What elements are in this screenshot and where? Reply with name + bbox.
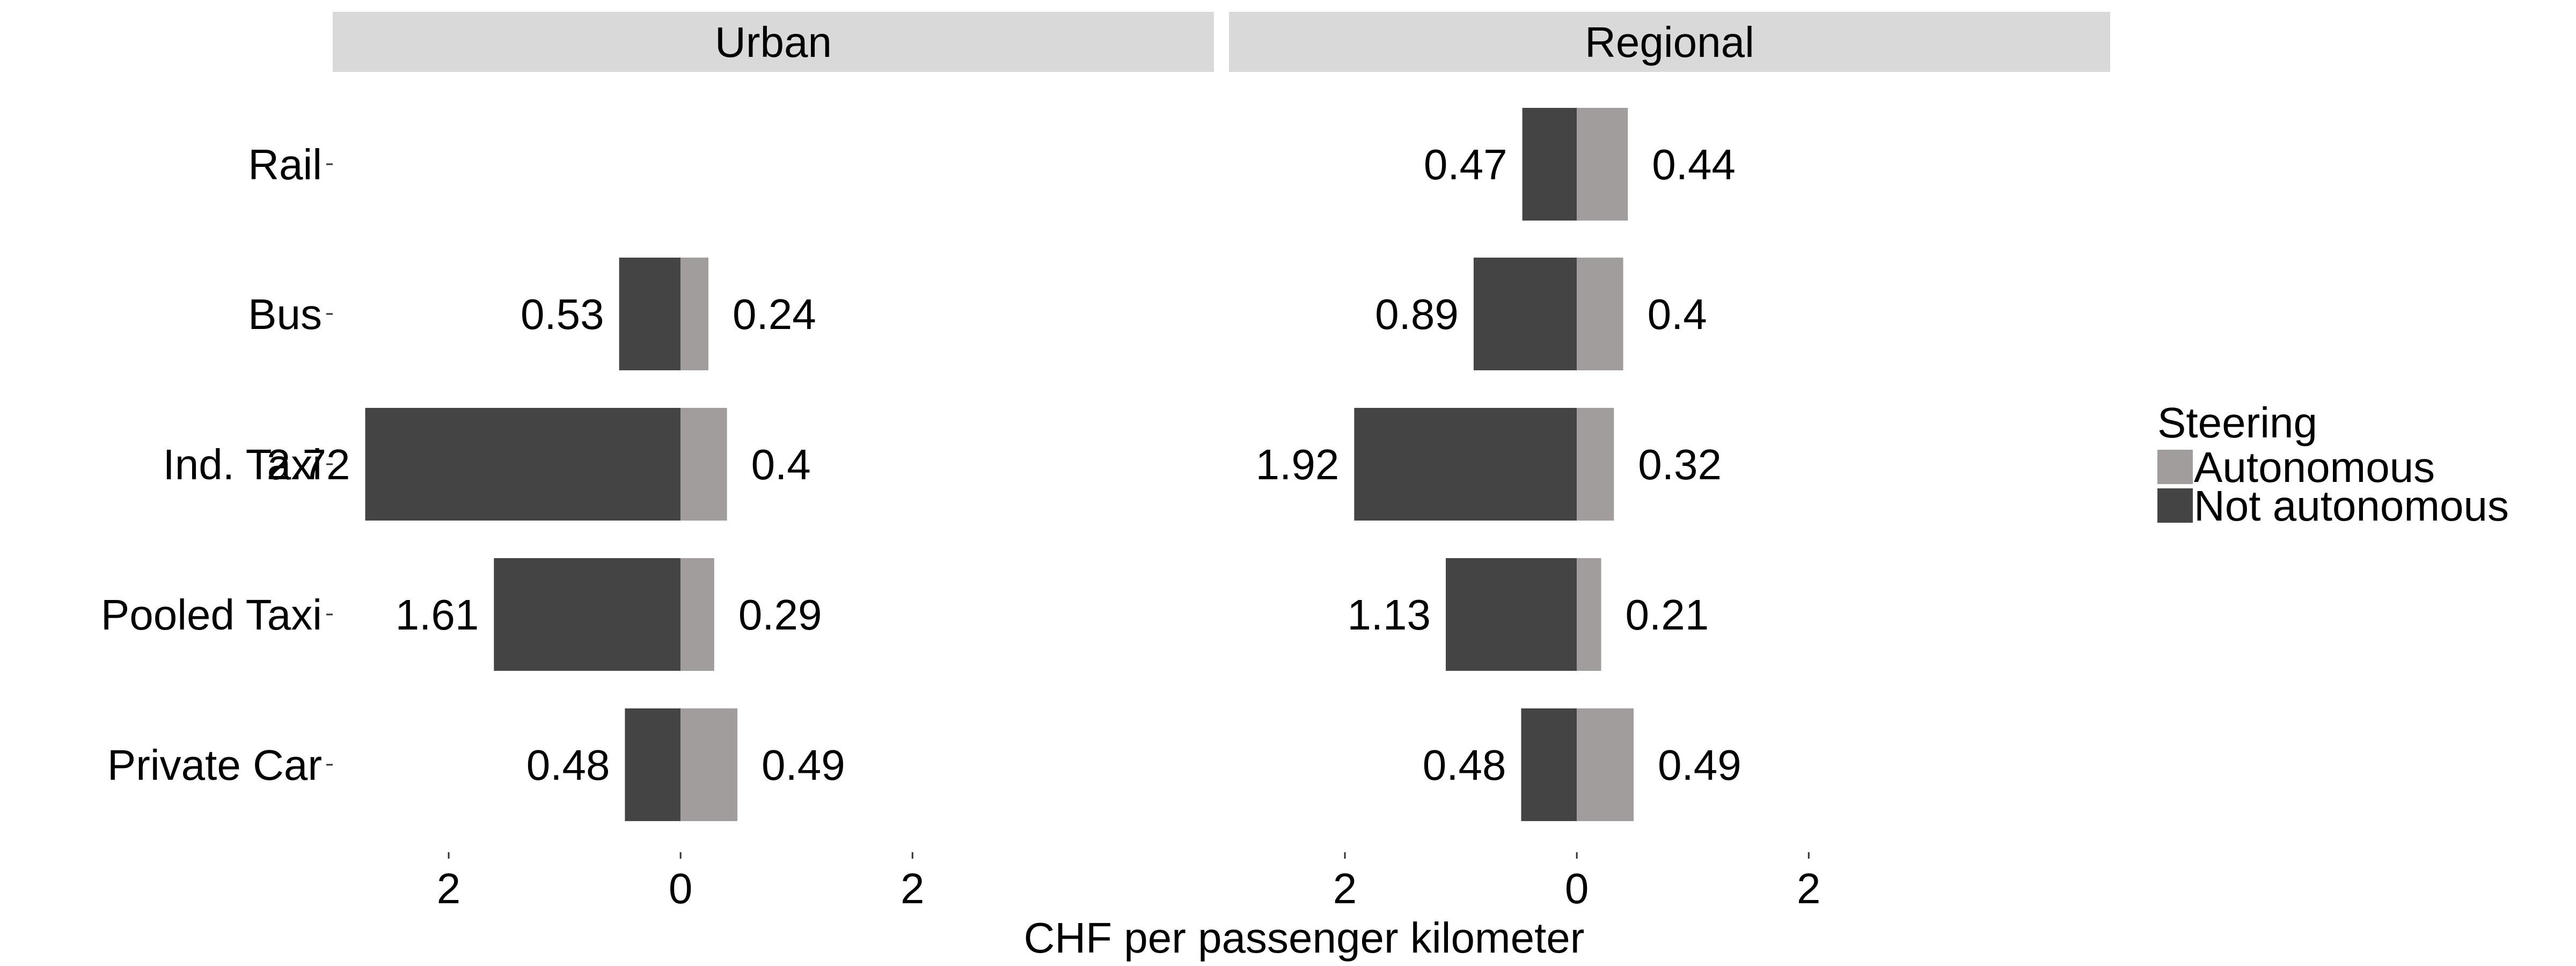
bar-not-autonomous-pooled-taxi: [494, 558, 681, 671]
bar-not-autonomous-private-car: [625, 708, 681, 821]
value-label-autonomous-private-car: 0.49: [762, 741, 845, 789]
bar-autonomous-pooled-taxi: [680, 558, 714, 671]
bar-not-autonomous-ind-taxi: [1354, 408, 1577, 521]
bar-autonomous-ind-taxi: [680, 408, 727, 521]
legend: Steering Autonomous Not autonomous: [2157, 399, 2509, 530]
bar-autonomous-private-car: [1577, 708, 1634, 821]
value-label-not-autonomous-bus: 0.89: [1375, 290, 1459, 338]
x-axis-title: CHF per passenger kilometer: [1024, 914, 1585, 962]
value-label-autonomous-ind-taxi: 0.4: [751, 441, 811, 488]
bar-autonomous-pooled-taxi: [1577, 558, 1601, 671]
value-label-autonomous-ind-taxi: 0.32: [1638, 441, 1722, 488]
value-label-autonomous-pooled-taxi: 0.29: [738, 591, 822, 639]
x-tick-label: 2: [1797, 865, 1821, 912]
y-axis: Rail Bus Ind. Taxi Pooled Taxi Private Car: [101, 141, 333, 789]
value-label-autonomous-bus: 0.24: [733, 290, 816, 338]
facet-strip: [1229, 12, 2110, 72]
category-label-ind-taxi: Ind. Taxi: [163, 441, 322, 488]
value-label-not-autonomous-bus: 0.53: [521, 290, 604, 338]
facet-strip-label: Regional: [1585, 18, 1754, 66]
value-label-not-autonomous-private-car: 0.48: [526, 741, 610, 789]
category-label-pooled-taxi: Pooled Taxi: [101, 591, 322, 639]
x-tick-label: 2: [1333, 865, 1357, 912]
x-tick-label: 0: [1565, 865, 1589, 912]
bar-not-autonomous-rail: [1522, 108, 1577, 221]
facet-strip-label: Urban: [715, 18, 832, 66]
value-label-autonomous-pooled-taxi: 0.21: [1626, 591, 1709, 639]
value-label-autonomous-bus: 0.4: [1648, 290, 1707, 338]
facet-strip: [333, 12, 1214, 72]
bar-not-autonomous-ind-taxi: [365, 408, 681, 521]
bar-autonomous-private-car: [680, 708, 738, 821]
facet-urban: Urban 0.53 0.24 2.72 0.4 1.61 0.29 0.48 0.49 2 0 2: [267, 12, 1214, 912]
x-tick-label: 2: [901, 865, 925, 912]
category-label-bus: Bus: [248, 290, 322, 338]
bar-not-autonomous-bus: [1473, 258, 1577, 370]
value-label-not-autonomous-pooled-taxi: 1.13: [1347, 591, 1431, 639]
bar-not-autonomous-pooled-taxi: [1446, 558, 1577, 671]
value-label-not-autonomous-private-car: 0.48: [1423, 741, 1506, 789]
bar-not-autonomous-bus: [619, 258, 681, 370]
x-tick-label: 0: [669, 865, 693, 912]
bar-autonomous-bus: [680, 258, 709, 370]
value-label-not-autonomous-ind-taxi: 1.92: [1256, 441, 1340, 488]
category-label-rail: Rail: [248, 141, 322, 188]
facet-regional: Regional 0.47 0.44 0.89 0.4 1.92 0.32 1.13 0.21 0…: [1229, 12, 2110, 912]
bar-not-autonomous-private-car: [1521, 708, 1577, 821]
value-label-not-autonomous-rail: 0.47: [1424, 141, 1507, 188]
x-tick-label: 2: [437, 865, 461, 912]
value-label-autonomous-private-car: 0.49: [1658, 741, 1741, 789]
bar-autonomous-rail: [1577, 108, 1628, 221]
value-label-not-autonomous-ind-taxi: 2.72: [267, 441, 350, 488]
category-label-private-car: Private Car: [107, 741, 322, 789]
value-label-autonomous-rail: 0.44: [1652, 141, 1736, 188]
legend-key-autonomous: [2157, 450, 2193, 484]
legend-title: Steering: [2157, 399, 2317, 447]
value-label-not-autonomous-pooled-taxi: 1.61: [396, 591, 479, 639]
bar-autonomous-bus: [1577, 258, 1623, 370]
bar-autonomous-ind-taxi: [1577, 408, 1614, 521]
legend-label-autonomous: Autonomous: [2194, 443, 2435, 491]
legend-key-not-autonomous: [2157, 488, 2193, 523]
legend-label-not-autonomous: Not autonomous: [2194, 482, 2509, 530]
